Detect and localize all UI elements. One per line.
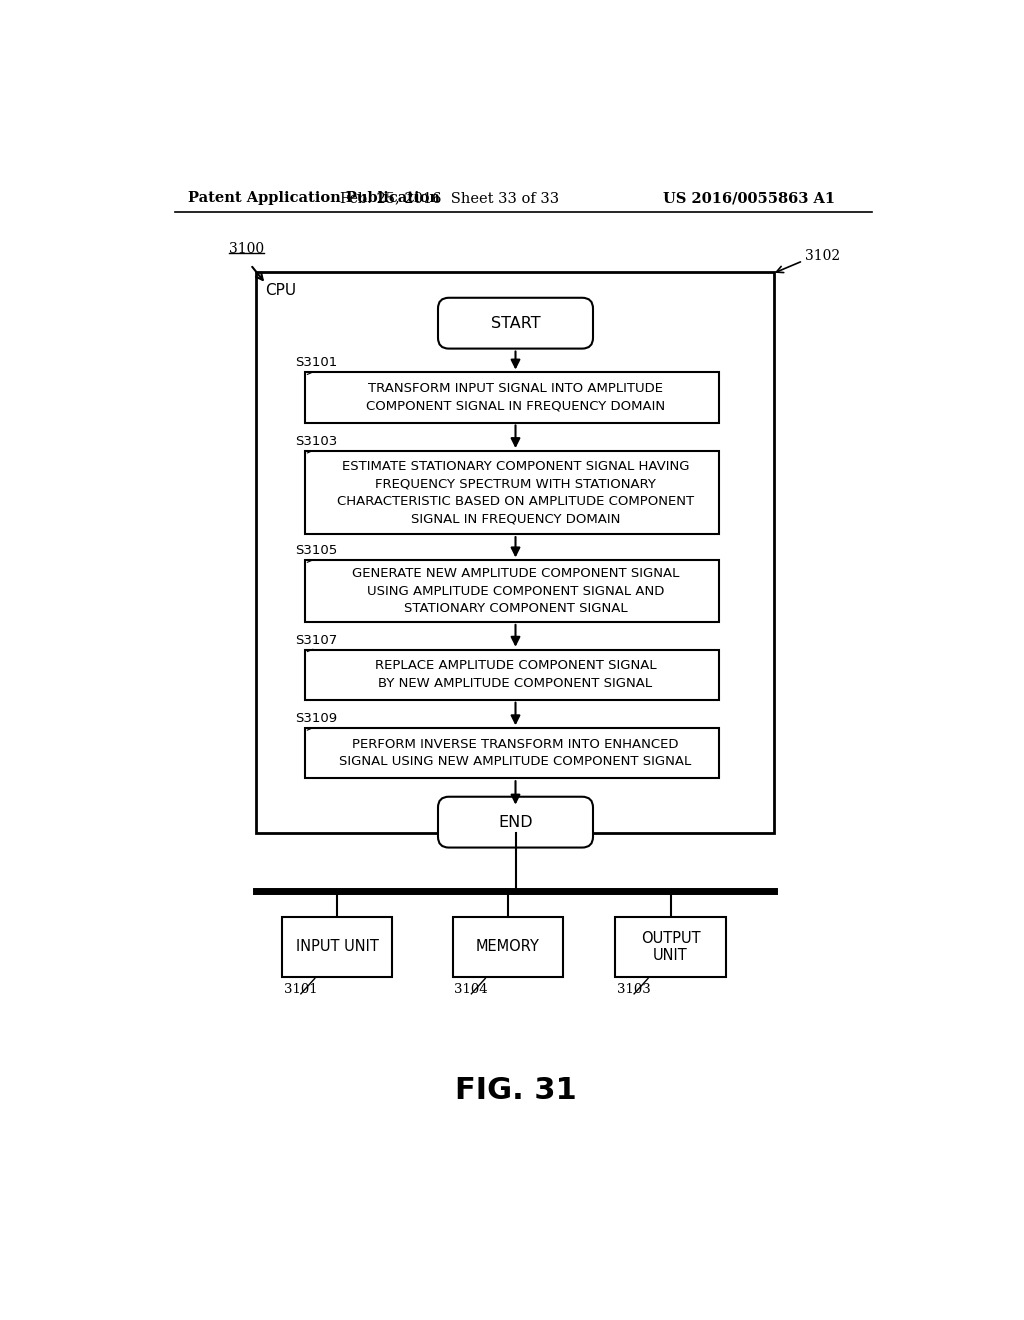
FancyBboxPatch shape [305,451,719,535]
FancyBboxPatch shape [453,917,563,977]
Text: US 2016/0055863 A1: US 2016/0055863 A1 [663,191,835,206]
Text: Feb. 25, 2016  Sheet 33 of 33: Feb. 25, 2016 Sheet 33 of 33 [340,191,559,206]
FancyBboxPatch shape [305,560,719,622]
Text: MEMORY: MEMORY [476,940,540,954]
Text: 3100: 3100 [228,243,264,256]
Text: GENERATE NEW AMPLITUDE COMPONENT SIGNAL
USING AMPLITUDE COMPONENT SIGNAL AND
STA: GENERATE NEW AMPLITUDE COMPONENT SIGNAL … [352,568,679,615]
FancyBboxPatch shape [305,729,719,779]
Text: 3101: 3101 [284,983,317,997]
Text: 3102: 3102 [805,249,840,263]
Text: S3105: S3105 [295,544,338,557]
Text: S3107: S3107 [295,634,338,647]
Text: Patent Application Publication: Patent Application Publication [188,191,440,206]
Text: S3101: S3101 [295,356,338,370]
FancyBboxPatch shape [438,797,593,847]
FancyBboxPatch shape [615,917,726,977]
Text: START: START [490,315,541,331]
Text: ESTIMATE STATIONARY COMPONENT SIGNAL HAVING
FREQUENCY SPECTRUM WITH STATIONARY
C: ESTIMATE STATIONARY COMPONENT SIGNAL HAV… [337,459,694,525]
FancyBboxPatch shape [283,917,392,977]
Text: OUTPUT
UNIT: OUTPUT UNIT [641,931,700,964]
Text: REPLACE AMPLITUDE COMPONENT SIGNAL
BY NEW AMPLITUDE COMPONENT SIGNAL: REPLACE AMPLITUDE COMPONENT SIGNAL BY NE… [375,660,656,690]
Text: 3103: 3103 [617,983,651,997]
Text: TRANSFORM INPUT SIGNAL INTO AMPLITUDE
COMPONENT SIGNAL IN FREQUENCY DOMAIN: TRANSFORM INPUT SIGNAL INTO AMPLITUDE CO… [366,383,665,413]
FancyBboxPatch shape [305,372,719,422]
Text: S3109: S3109 [295,711,338,725]
FancyBboxPatch shape [305,649,719,700]
Text: PERFORM INVERSE TRANSFORM INTO ENHANCED
SIGNAL USING NEW AMPLITUDE COMPONENT SIG: PERFORM INVERSE TRANSFORM INTO ENHANCED … [339,738,691,768]
Text: S3103: S3103 [295,434,338,447]
FancyBboxPatch shape [438,298,593,348]
Text: FIG. 31: FIG. 31 [455,1076,577,1105]
Text: END: END [499,814,532,830]
FancyBboxPatch shape [256,272,773,833]
Text: CPU: CPU [265,284,296,298]
Text: INPUT UNIT: INPUT UNIT [296,940,379,954]
Text: 3104: 3104 [455,983,487,997]
